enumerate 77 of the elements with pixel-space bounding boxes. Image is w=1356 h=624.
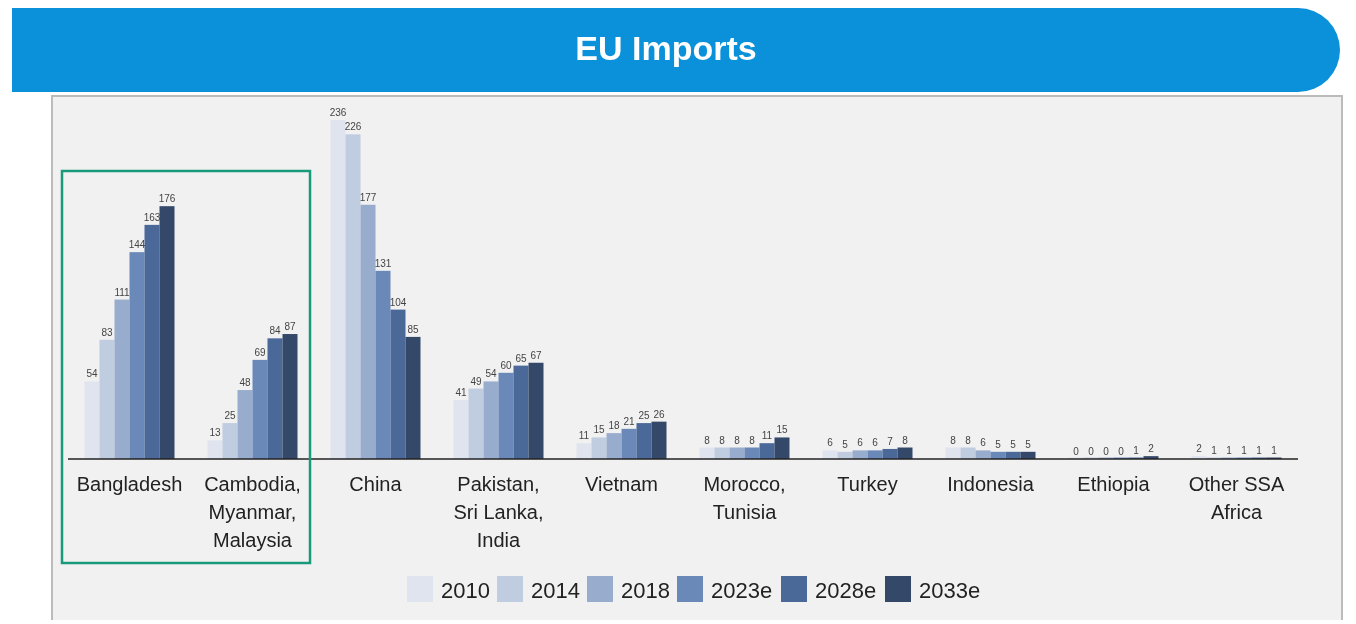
x-tick-label: Morocco, Tunisia	[703, 473, 786, 523]
data-label: 5	[1025, 438, 1032, 450]
data-label: 236	[329, 107, 347, 118]
data-label: 0	[1073, 446, 1080, 457]
data-label: 11	[578, 430, 590, 442]
data-label: 1	[1241, 444, 1248, 456]
data-label: 8	[965, 434, 972, 446]
x-tick-label: Indonesia	[947, 473, 1035, 495]
data-label: 54	[485, 368, 497, 380]
data-label: 1	[1133, 444, 1140, 456]
data-label: 0	[1118, 446, 1125, 457]
chart-title: EU Imports	[575, 29, 757, 67]
data-label: 83	[101, 326, 113, 338]
data-label: 8	[950, 434, 957, 446]
data-label: 111	[114, 286, 131, 298]
data-label: 177	[359, 191, 377, 203]
legend-label: 2033e	[919, 578, 981, 603]
data-label: 7	[887, 435, 894, 447]
data-label: 144	[128, 239, 146, 251]
data-label: 67	[530, 349, 542, 361]
x-tick-label: Ethiopia	[1077, 473, 1151, 495]
data-label: 0	[1103, 446, 1110, 457]
data-label: 13	[209, 427, 221, 439]
x-tick-label: Other SSA Africa	[1188, 473, 1285, 523]
data-label: 8	[704, 434, 711, 446]
data-label: 26	[653, 408, 665, 420]
data-label: 131	[374, 257, 392, 269]
data-label: 8	[734, 434, 741, 446]
data-label: 60	[500, 359, 512, 371]
data-label: 49	[470, 375, 482, 387]
x-tick-label: Bangladesh	[76, 473, 183, 495]
data-label: 15	[593, 424, 605, 436]
data-label: 54	[86, 368, 98, 380]
x-tick-label: China	[349, 473, 403, 495]
data-label: 1	[1256, 444, 1263, 456]
data-label: 0	[1088, 446, 1095, 457]
data-label: 5	[842, 438, 849, 450]
legend-label: 2010	[441, 578, 490, 603]
x-tick-label: Cambodia, Myanmar, Malaysia	[204, 473, 301, 551]
x-tick-label: Turkey	[837, 473, 898, 495]
data-label: 65	[515, 352, 527, 364]
data-label: 6	[857, 437, 864, 449]
data-label: 8	[902, 434, 909, 446]
data-label: 6	[827, 437, 834, 449]
legend-label: 2023e	[711, 578, 773, 603]
data-label: 5	[995, 438, 1002, 450]
data-label: 69	[254, 346, 266, 358]
data-label: 163	[143, 211, 161, 223]
legend-label: 2014	[531, 578, 580, 603]
data-label: 25	[638, 410, 650, 422]
data-label: 84	[269, 325, 281, 337]
data-label: 6	[980, 437, 987, 449]
data-label: 1	[1211, 444, 1218, 456]
data-label: 2	[1148, 443, 1155, 455]
data-label: 5	[1010, 438, 1017, 450]
data-label: 104	[389, 296, 407, 308]
data-label: 8	[719, 434, 726, 446]
data-label: 176	[158, 193, 176, 205]
data-label: 15	[776, 424, 788, 436]
data-label: 87	[284, 321, 296, 333]
x-tick-label: Pakistan, Sri Lanka, India	[453, 473, 544, 551]
data-label: 1	[1226, 444, 1233, 456]
data-label: 6	[872, 437, 879, 449]
legend-label: 2028e	[815, 578, 877, 603]
data-label: 1	[1271, 444, 1278, 456]
data-label: 48	[239, 377, 251, 389]
data-label: 41	[455, 387, 467, 399]
data-label: 11	[761, 430, 773, 442]
data-label: 21	[623, 415, 635, 427]
data-label: 85	[407, 323, 419, 335]
data-label: 226	[344, 121, 362, 133]
data-label: 18	[608, 420, 620, 432]
data-label: 8	[749, 434, 756, 446]
data-label: 2	[1196, 443, 1203, 455]
x-tick-label: Vietnam	[584, 473, 659, 495]
data-label: 25	[224, 410, 236, 422]
legend-label: 2018	[621, 578, 670, 603]
